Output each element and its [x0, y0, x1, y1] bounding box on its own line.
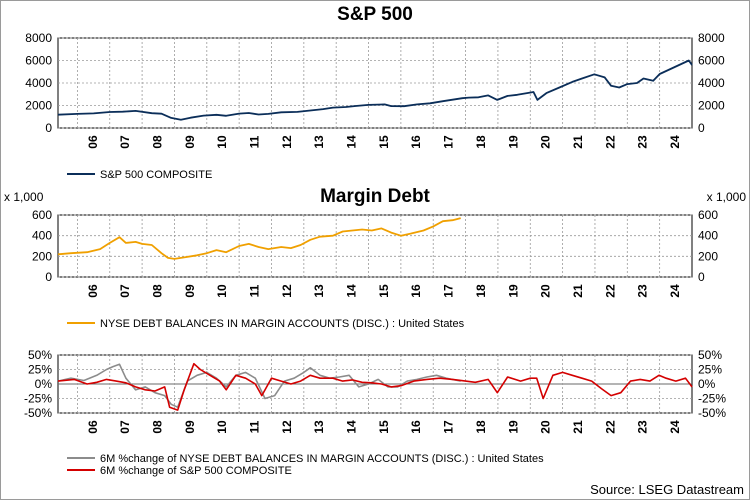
margin-debt-ytick-left: 0 — [45, 270, 52, 284]
margin-debt-xtick: 17 — [442, 284, 456, 298]
sp500-xtick: 10 — [215, 135, 229, 149]
margin-debt-ytick-right: 200 — [698, 249, 718, 263]
sp500-ytick-right: 8000 — [698, 31, 725, 45]
change-ytick-right: 0% — [698, 377, 716, 391]
sp500-ytick-right: 0 — [698, 121, 705, 135]
margin-debt-xtick: 19 — [506, 284, 520, 298]
change-ytick-left: 25% — [28, 363, 52, 377]
margin-debt-ytick-left: 600 — [32, 208, 52, 222]
change-xtick: 21 — [571, 420, 585, 434]
sp500-series-0-line — [57, 59, 693, 121]
sp500-xtick: 08 — [150, 135, 164, 149]
sp500-xtick: 21 — [571, 135, 585, 149]
margin-debt-unit-left: x 1,000 — [4, 190, 44, 204]
sp500-xtick: 15 — [377, 135, 391, 149]
sp500-ytick-right: 6000 — [698, 54, 725, 68]
change-series-0-line — [57, 363, 461, 409]
change-series-1-line — [57, 362, 693, 411]
margin-debt-unit-right: x 1,000 — [707, 190, 747, 204]
change-xtick: 13 — [312, 420, 326, 434]
change-ytick-right: 50% — [698, 348, 722, 362]
margin-debt-xtick: 20 — [539, 284, 553, 298]
change-xtick: 07 — [118, 420, 132, 434]
margin-debt-xtick: 14 — [345, 284, 359, 298]
change-xtick: 14 — [345, 420, 359, 434]
change-xtick: 10 — [215, 420, 229, 434]
margin-debt-xtick: 23 — [636, 284, 650, 298]
change-ytick-right: 25% — [698, 363, 722, 377]
sp500-legend-label: S&P 500 COMPOSITE — [100, 169, 212, 181]
change-xtick: 15 — [377, 420, 391, 434]
change-margin-legend-label: 6M %change of NYSE DEBT BALANCES IN MARG… — [100, 453, 544, 465]
margin-debt-xtick: 18 — [474, 284, 488, 298]
change-ytick-left: -25% — [24, 392, 52, 406]
sp500-xtick: 24 — [668, 135, 682, 149]
change-xtick: 19 — [506, 420, 520, 434]
sp500-xtick: 09 — [183, 135, 197, 149]
change-ytick-left: -50% — [24, 406, 52, 420]
margin-debt-title: Margin Debt — [320, 186, 430, 207]
sp500-xtick: 19 — [506, 135, 520, 149]
margin-debt-ytick-left: 400 — [32, 229, 52, 243]
change-ytick-left: 0% — [35, 377, 53, 391]
margin-debt-xtick: 12 — [280, 284, 294, 298]
sp500-xtick: 16 — [409, 135, 423, 149]
sp500-title: S&P 500 — [337, 4, 413, 25]
margin-debt-xtick: 16 — [409, 284, 423, 298]
change-sp500-legend-label: 6M %change of S&P 500 COMPOSITE — [100, 465, 292, 477]
sp500-ytick-left: 4000 — [25, 76, 52, 90]
margin-debt-ytick-right: 400 — [698, 229, 718, 243]
sp500-xtick: 11 — [247, 135, 261, 148]
change-xtick: 23 — [636, 420, 650, 434]
sp500-xtick: 17 — [442, 135, 456, 149]
change-xtick: 12 — [280, 420, 294, 434]
sp500-xtick: 14 — [345, 135, 359, 149]
sp500-xtick: 20 — [539, 135, 553, 149]
sp500-ytick-right: 2000 — [698, 99, 725, 113]
margin-debt-ytick-left: 200 — [32, 249, 52, 263]
sp500-xtick: 07 — [118, 135, 132, 149]
change-xtick: 18 — [474, 420, 488, 434]
change-xtick: 08 — [150, 420, 164, 434]
sp500-ytick-left: 6000 — [25, 54, 52, 68]
sp500-ytick-left: 0 — [45, 121, 52, 135]
change-xtick: 20 — [539, 420, 553, 434]
margin-debt-series-0-line — [57, 217, 461, 260]
margin-debt-xtick: 09 — [183, 284, 197, 298]
sp500-ytick-left: 8000 — [25, 31, 52, 45]
change-xtick: 11 — [247, 420, 261, 433]
margin-debt-ytick-right: 0 — [698, 270, 705, 284]
sp500-xtick: 22 — [603, 135, 617, 149]
change-xtick: 09 — [183, 420, 197, 434]
source-note: Source: LSEG Datastream — [590, 482, 744, 497]
sp500-ytick-left: 2000 — [25, 99, 52, 113]
change-ytick-left: 50% — [28, 348, 52, 362]
change-xtick: 06 — [86, 420, 100, 434]
sp500-xtick: 18 — [474, 135, 488, 149]
margin-debt-xtick: 06 — [86, 284, 100, 298]
change-xtick: 16 — [409, 420, 423, 434]
change-ytick-right: -25% — [698, 392, 726, 406]
margin-debt-xtick: 24 — [668, 284, 682, 298]
change-xtick: 17 — [442, 420, 456, 434]
sp500-xtick: 06 — [86, 135, 100, 149]
margin-debt-legend-label: NYSE DEBT BALANCES IN MARGIN ACCOUNTS (D… — [100, 318, 465, 330]
margin-debt-xtick: 11 — [247, 284, 261, 297]
margin-debt-xtick: 15 — [377, 284, 391, 298]
sp500-xtick: 12 — [280, 135, 294, 149]
sp500-xtick: 13 — [312, 135, 326, 149]
sp500-xtick: 23 — [636, 135, 650, 149]
change-xtick: 24 — [668, 420, 682, 434]
margin-debt-ytick-right: 600 — [698, 208, 718, 222]
change-xtick: 22 — [603, 420, 617, 434]
margin-debt-xtick: 21 — [571, 284, 585, 298]
margin-debt-xtick: 13 — [312, 284, 326, 298]
sp500-ytick-right: 4000 — [698, 76, 725, 90]
change-ytick-right: -50% — [698, 406, 726, 420]
margin-debt-xtick: 08 — [150, 284, 164, 298]
margin-debt-xtick: 07 — [118, 284, 132, 298]
margin-debt-xtick: 22 — [603, 284, 617, 298]
margin-debt-xtick: 10 — [215, 284, 229, 298]
